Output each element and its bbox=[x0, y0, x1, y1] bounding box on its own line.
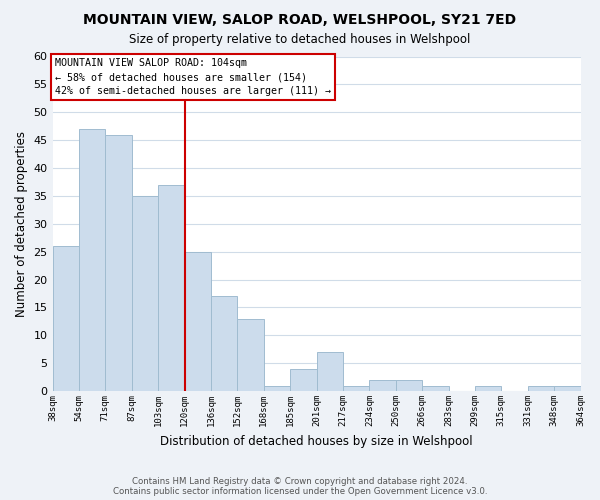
Bar bbox=[554, 386, 581, 391]
Bar bbox=[264, 386, 290, 391]
Bar bbox=[53, 246, 79, 391]
X-axis label: Distribution of detached houses by size in Welshpool: Distribution of detached houses by size … bbox=[160, 434, 473, 448]
Bar bbox=[475, 386, 502, 391]
Text: MOUNTAIN VIEW SALOP ROAD: 104sqm
← 58% of detached houses are smaller (154)
42% : MOUNTAIN VIEW SALOP ROAD: 104sqm ← 58% o… bbox=[55, 58, 331, 96]
Bar bbox=[343, 386, 370, 391]
Bar bbox=[422, 386, 449, 391]
Bar bbox=[79, 129, 106, 391]
Text: Contains HM Land Registry data © Crown copyright and database right 2024.: Contains HM Land Registry data © Crown c… bbox=[132, 477, 468, 486]
Bar bbox=[317, 352, 343, 391]
Text: MOUNTAIN VIEW, SALOP ROAD, WELSHPOOL, SY21 7ED: MOUNTAIN VIEW, SALOP ROAD, WELSHPOOL, SY… bbox=[83, 12, 517, 26]
Y-axis label: Number of detached properties: Number of detached properties bbox=[15, 131, 28, 317]
Bar bbox=[528, 386, 554, 391]
Bar bbox=[211, 296, 238, 391]
Bar bbox=[158, 185, 185, 391]
Text: Size of property relative to detached houses in Welshpool: Size of property relative to detached ho… bbox=[130, 32, 470, 46]
Bar bbox=[185, 252, 211, 391]
Bar bbox=[396, 380, 422, 391]
Bar bbox=[290, 369, 317, 391]
Bar bbox=[238, 318, 264, 391]
Bar bbox=[370, 380, 396, 391]
Bar bbox=[106, 134, 132, 391]
Text: Contains public sector information licensed under the Open Government Licence v3: Contains public sector information licen… bbox=[113, 487, 487, 496]
Bar bbox=[132, 196, 158, 391]
